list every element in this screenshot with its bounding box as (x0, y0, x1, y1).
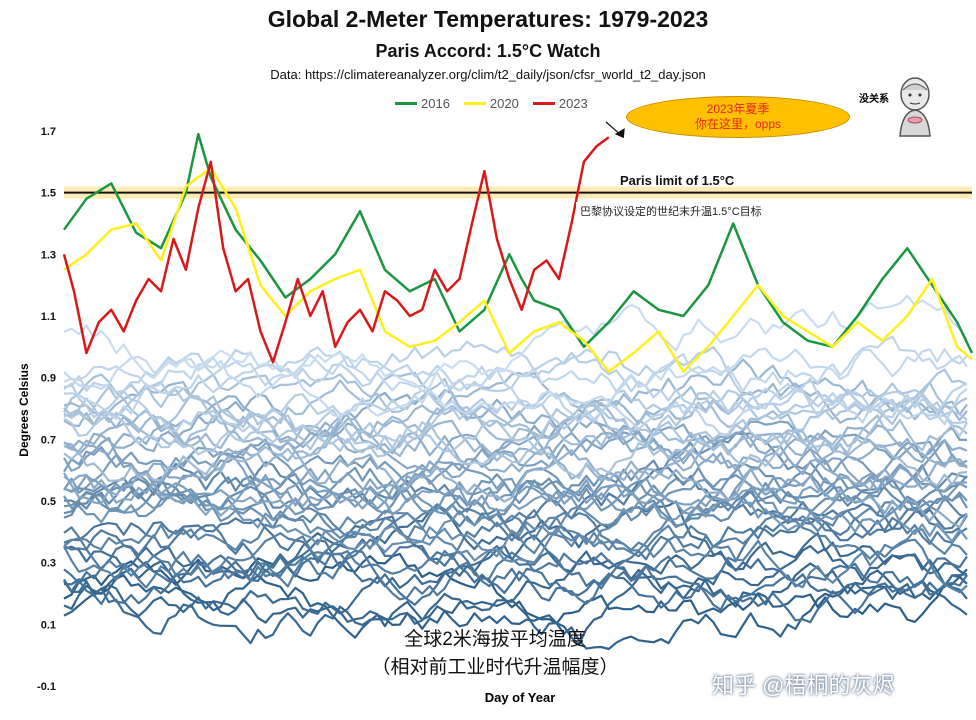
series-line-2023 (62, 136, 610, 364)
callout-arrowhead (614, 128, 625, 139)
history-line (63, 340, 968, 419)
history-line (63, 335, 968, 393)
history-line (63, 373, 968, 468)
series-line-2020 (63, 166, 973, 373)
chinese-caption: 全球2米海拔平均温度 （相对前工业时代升温幅度） (330, 626, 660, 682)
history-line (63, 380, 968, 453)
history-line (63, 544, 968, 645)
historical-years (63, 294, 968, 651)
history-line (63, 347, 968, 418)
history-line (63, 389, 968, 456)
y-tick-label: 1.7 (41, 126, 56, 138)
legend-swatch-2016 (395, 102, 417, 105)
y-tick-label: -0.1 (37, 681, 56, 693)
history-line (63, 402, 968, 487)
y-tick-label: 0.7 (41, 434, 56, 446)
history-line (64, 461, 968, 552)
series-line-2016 (62, 132, 974, 354)
history-line (63, 501, 968, 601)
callout-bubble: 2023年夏季 你在这里，opps (626, 96, 850, 138)
history-line (63, 503, 968, 589)
cartoon-figure-icon (899, 77, 931, 137)
history-line (63, 346, 968, 438)
y-tick-label: 1.5 (41, 188, 56, 200)
history-line (63, 294, 968, 393)
y-tick-label: 0.3 (41, 558, 56, 570)
history-line (63, 439, 968, 516)
x-axis-label: Day of Year (484, 690, 556, 705)
y-tick-label: 0.9 (41, 373, 56, 385)
callout-line-1: 2023年夏季 (706, 102, 770, 116)
history-line (63, 422, 968, 529)
history-line (63, 539, 968, 624)
history-line (63, 515, 968, 611)
y-axis-label: Degrees Celsius (17, 363, 31, 457)
legend-swatch-2020 (463, 102, 486, 105)
legend-item-2016: 2016 (395, 96, 450, 111)
legend-item-2023: 2023 (532, 96, 588, 111)
chart-title: Global 2-Meter Temperatures: 1979-2023 (267, 6, 709, 32)
callout-line-2: 你在这里，opps (694, 117, 782, 131)
history-line (63, 346, 968, 436)
history-line (63, 368, 968, 480)
history-line (63, 568, 968, 651)
history-line (63, 395, 968, 502)
y-tick-label: 1.1 (41, 311, 56, 323)
legend-label-2020: 2020 (489, 96, 519, 111)
paris-limit-label: Paris limit of 1.5°C (620, 173, 735, 188)
legend-label-2016: 2016 (421, 96, 450, 111)
caption-line-1: 全球2米海拔平均温度 (404, 629, 586, 650)
watermark: 知乎 @梧桐的灰烬 (712, 673, 895, 698)
legend-item-2020: 2020 (463, 96, 519, 111)
caption-line-2: （相对前工业时代升温幅度） (371, 657, 619, 678)
chart-subtitle: Paris Accord: 1.5°C Watch (375, 41, 601, 61)
legend: 2016 2020 2023 (395, 96, 588, 111)
legend-swatch-2023 (532, 102, 555, 105)
history-line (63, 503, 968, 594)
data-source: Data: https://climatereanalyzer.org/clim… (270, 67, 706, 82)
legend-label-2023: 2023 (558, 96, 588, 111)
y-tick-label: 1.3 (41, 249, 56, 261)
y-tick-label: 0.5 (41, 496, 56, 508)
y-tick-label: 0.1 (41, 619, 56, 631)
sticker-caption: 没关系 (859, 94, 889, 105)
callout-arrow (605, 121, 620, 134)
paris-target-cn-label: 巴黎协议设定的世纪末升温1.5°C目标 (576, 202, 766, 220)
